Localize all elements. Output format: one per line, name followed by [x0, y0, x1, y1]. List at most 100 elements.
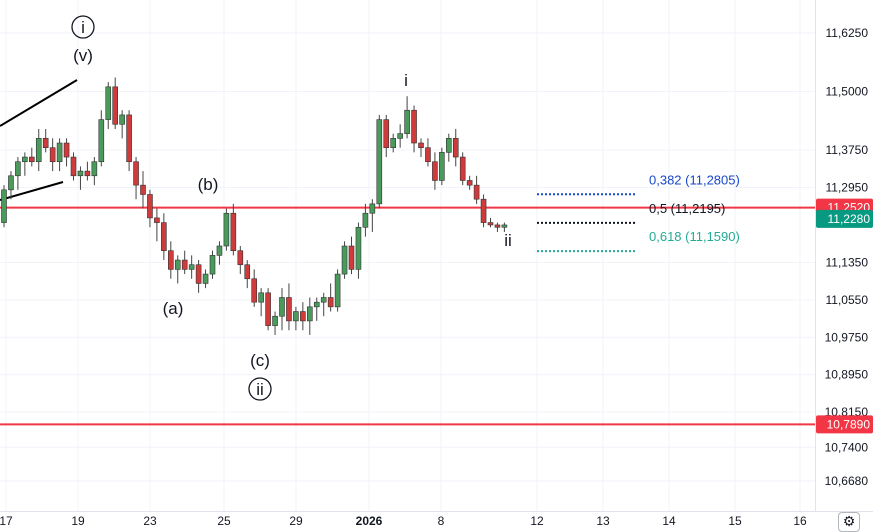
- fib-level-label: 0,382 (11,2805): [649, 172, 740, 187]
- candle-body: [306, 306, 313, 322]
- candle-body: [63, 142, 70, 158]
- candle: [174, 255, 181, 284]
- candle-body: [459, 156, 466, 181]
- candle: [105, 82, 112, 129]
- candle-body: [15, 161, 21, 177]
- candle-body: [466, 180, 473, 186]
- candle: [327, 283, 334, 312]
- candles-layer: [1, 77, 508, 335]
- candle: [63, 138, 70, 167]
- candle-body: [188, 264, 195, 270]
- candle: [161, 213, 167, 261]
- candle-body: [126, 114, 132, 163]
- y-tick-label: 11,3750: [826, 143, 869, 157]
- candle-body: [383, 119, 390, 148]
- candle: [77, 166, 84, 190]
- candle-body: [452, 138, 459, 158]
- candle-body: [28, 156, 35, 163]
- candle: [501, 222, 508, 232]
- candle: [362, 203, 369, 237]
- x-tick-label: 14: [662, 514, 676, 528]
- candle-body: [258, 292, 264, 303]
- candle: [223, 208, 230, 251]
- x-tick-label: 2026: [356, 514, 383, 528]
- price-tag-label: 10,7890: [827, 417, 871, 431]
- candle: [272, 311, 278, 335]
- price-axis[interactable]: 11,6250 11,5000 11,3750 11,2950 11,1350 11,05…: [825, 26, 869, 488]
- candle-body: [439, 152, 445, 181]
- candle-body: [70, 156, 77, 177]
- y-tick-label: 10,7400: [825, 440, 869, 454]
- wave-label: i: [404, 71, 408, 90]
- price-tag: 11,2280: [816, 209, 873, 228]
- candle: [425, 138, 431, 167]
- fib-level-label: 0,5 (11,2195): [649, 201, 725, 216]
- candle-body: [390, 138, 397, 148]
- candle: [168, 241, 174, 279]
- candle: [8, 171, 14, 200]
- candle-body: [244, 264, 251, 280]
- candle: [341, 241, 348, 279]
- price-tag-label: 11,2280: [828, 212, 871, 226]
- candle-body: [42, 138, 49, 148]
- x-tick-label: 23: [143, 514, 157, 528]
- candle: [390, 133, 397, 153]
- candle: [397, 124, 403, 148]
- candle: [306, 297, 313, 335]
- candle-body: [432, 161, 438, 181]
- wave-label: (b): [198, 175, 219, 194]
- x-tick-label: 17: [0, 514, 13, 528]
- candle-body: [473, 184, 480, 200]
- candle: [154, 208, 160, 242]
- candle-body: [251, 278, 257, 303]
- candle: [459, 152, 466, 186]
- y-tick-label: 11,5000: [826, 85, 869, 99]
- candle: [313, 297, 320, 321]
- candle: [487, 217, 494, 228]
- candle-body: [8, 175, 14, 191]
- candle: [15, 157, 21, 190]
- candle-body: [237, 250, 244, 266]
- candle-body: [404, 109, 410, 134]
- candle: [98, 110, 105, 167]
- candle: [28, 147, 35, 167]
- candle-body: [348, 245, 355, 270]
- candle-body: [418, 142, 424, 148]
- candle: [216, 241, 223, 265]
- fib-levels-layer: 0,382 (11,2805) 0,5 (11,2195) 0,618 (11,15…: [537, 172, 740, 253]
- candle: [230, 203, 237, 256]
- candle-body: [494, 224, 501, 228]
- candle: [452, 128, 459, 167]
- candle-body: [223, 212, 230, 247]
- candle: [202, 269, 209, 289]
- settings-gear-icon[interactable]: ⚙: [838, 512, 860, 532]
- candle: [473, 175, 480, 204]
- x-tick-label: 16: [793, 514, 807, 528]
- candle-body: [91, 161, 98, 177]
- candle-body: [313, 301, 320, 308]
- candle-body: [105, 86, 112, 120]
- candle-body: [376, 119, 383, 205]
- candle-body: [216, 245, 223, 256]
- candle: [432, 152, 438, 190]
- candle: [244, 260, 251, 289]
- candle-body: [334, 273, 341, 308]
- y-tick-label: 10,6680: [825, 474, 869, 488]
- candle: [300, 302, 306, 331]
- candle-body: [147, 194, 153, 219]
- wave-label-circle: [71, 15, 95, 39]
- candle-body: [293, 311, 299, 322]
- time-axis[interactable]: 17 19 23 25 29 2026 8 12 13 14 15 16: [0, 514, 807, 528]
- candle-body: [272, 315, 278, 326]
- candle: [293, 306, 299, 331]
- candle: [237, 245, 244, 275]
- candle-body: [487, 222, 494, 226]
- candle-body: [154, 217, 160, 223]
- candle: [411, 105, 417, 153]
- candle: [126, 110, 132, 172]
- candle: [35, 128, 42, 172]
- candle: [91, 157, 98, 186]
- candle-body: [140, 184, 146, 195]
- candle: [466, 175, 473, 190]
